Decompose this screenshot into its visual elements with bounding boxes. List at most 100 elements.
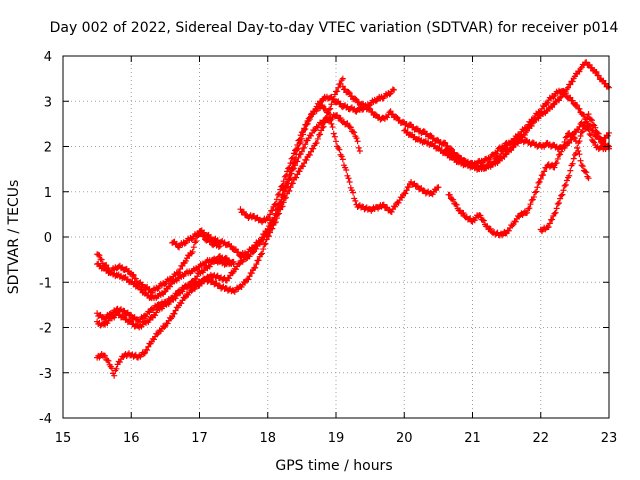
series-trace-7 bbox=[237, 102, 442, 226]
data-point bbox=[561, 182, 568, 189]
data-point bbox=[293, 174, 300, 181]
data-point bbox=[164, 320, 171, 327]
data-point bbox=[297, 132, 304, 139]
data-point bbox=[302, 141, 309, 148]
data-point bbox=[550, 101, 557, 108]
data-point bbox=[273, 196, 280, 203]
data-point bbox=[318, 127, 325, 134]
data-point bbox=[280, 193, 287, 200]
data-point bbox=[592, 124, 599, 131]
data-point bbox=[130, 271, 137, 278]
data-point bbox=[555, 151, 562, 158]
data-point bbox=[577, 157, 584, 164]
data-point bbox=[282, 184, 289, 191]
data-point bbox=[355, 144, 362, 151]
data-point bbox=[182, 257, 189, 264]
data-point bbox=[257, 251, 264, 258]
data-point bbox=[337, 114, 344, 121]
data-point bbox=[140, 350, 147, 357]
data-point bbox=[294, 171, 301, 178]
data-point bbox=[334, 88, 341, 95]
data-point bbox=[551, 210, 558, 217]
data-point bbox=[151, 336, 157, 343]
data-point bbox=[588, 117, 595, 124]
data-point bbox=[573, 150, 580, 157]
data-point bbox=[177, 266, 184, 273]
data-point bbox=[235, 249, 242, 256]
data-point bbox=[347, 124, 354, 131]
data-point bbox=[262, 240, 269, 247]
data-point bbox=[509, 144, 516, 151]
data-point bbox=[434, 136, 441, 143]
y-tick-label: 3 bbox=[44, 95, 52, 110]
data-point bbox=[585, 175, 592, 182]
data-point bbox=[331, 91, 338, 98]
data-point bbox=[435, 184, 442, 191]
x-tick-labels: 15 16 17 18 19 20 21 22 23 bbox=[55, 431, 618, 446]
data-point bbox=[152, 312, 159, 319]
data-point bbox=[265, 214, 272, 221]
data-point bbox=[552, 209, 559, 216]
data-point bbox=[288, 170, 295, 177]
data-point bbox=[550, 93, 557, 100]
data-point bbox=[570, 155, 577, 162]
data-point bbox=[400, 118, 407, 125]
data-point bbox=[296, 136, 303, 143]
data-point bbox=[249, 249, 256, 256]
y-tick-label: 0 bbox=[44, 231, 52, 246]
data-point bbox=[331, 133, 338, 140]
data-point bbox=[330, 95, 337, 102]
data-point bbox=[320, 123, 327, 130]
data-point bbox=[585, 111, 592, 118]
y-tick-label: -3 bbox=[39, 367, 52, 382]
data-point bbox=[566, 172, 573, 179]
data-point bbox=[201, 233, 208, 240]
data-point bbox=[322, 105, 329, 112]
data-point bbox=[228, 243, 235, 250]
data-point bbox=[243, 255, 250, 262]
data-point bbox=[392, 203, 399, 210]
data-point bbox=[139, 281, 146, 288]
data-point bbox=[516, 137, 523, 144]
data-point bbox=[505, 227, 512, 234]
data-point bbox=[252, 264, 259, 271]
data-point bbox=[586, 130, 593, 137]
data-point bbox=[453, 201, 460, 208]
data-point bbox=[280, 187, 287, 194]
data-point bbox=[120, 313, 127, 320]
data-point bbox=[554, 200, 561, 207]
data-point bbox=[232, 266, 239, 273]
data-point bbox=[549, 216, 556, 223]
data-point bbox=[294, 141, 301, 148]
data-point bbox=[301, 160, 308, 167]
y-tick-label: 2 bbox=[44, 141, 52, 156]
data-point bbox=[216, 243, 223, 250]
data-point bbox=[559, 191, 566, 198]
data-point bbox=[351, 129, 358, 136]
data-point bbox=[285, 180, 292, 187]
data-point bbox=[271, 216, 278, 223]
data-point bbox=[563, 133, 570, 140]
data-point bbox=[276, 202, 283, 209]
data-point bbox=[395, 199, 402, 206]
data-point bbox=[230, 258, 237, 265]
data-point bbox=[537, 108, 544, 115]
data-point bbox=[582, 119, 589, 126]
data-point bbox=[480, 217, 487, 224]
data-point bbox=[413, 182, 420, 189]
data-point bbox=[303, 157, 310, 163]
data-point bbox=[554, 155, 561, 162]
data-point bbox=[535, 179, 542, 186]
data-point bbox=[279, 182, 286, 189]
x-tick-label: 18 bbox=[259, 431, 276, 446]
data-point bbox=[287, 160, 294, 167]
data-point bbox=[516, 132, 523, 139]
x-tick-label: 15 bbox=[55, 431, 72, 446]
data-point bbox=[545, 224, 552, 231]
data-point bbox=[146, 286, 153, 293]
data-point bbox=[111, 372, 118, 379]
data-point bbox=[193, 276, 200, 283]
data-point bbox=[583, 169, 590, 176]
y-tick-label: -2 bbox=[39, 322, 52, 337]
